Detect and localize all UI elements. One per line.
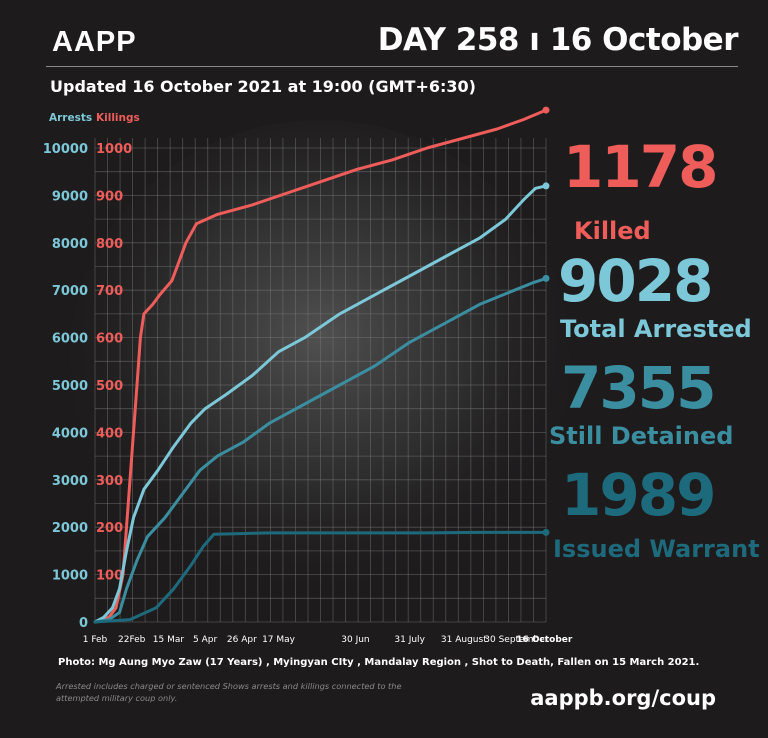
footnote: Arrested includes charged or sentenced S… — [56, 681, 402, 703]
photo-caption: Photo: Mg Aung Myo Zaw (17 Years) , Myin… — [58, 657, 700, 668]
y-tick-arrests: 4000 — [52, 426, 88, 441]
stat-arrested-label: Total Arrested — [560, 315, 752, 343]
y-tick-killings: 1000 — [96, 142, 132, 157]
brand-logo: AAPP — [52, 26, 137, 58]
x-tick-label: 22Feb — [118, 635, 146, 645]
stat-killed-label: Killed — [574, 217, 651, 245]
x-tick-label: 31 July — [394, 635, 425, 645]
series-line-killings — [93, 108, 548, 624]
chart-axes: 0 1000 2000 3000 4000 5000 6000 7000 8000 9000 100… — [43, 142, 573, 645]
x-tick-label: 1 Feb — [83, 635, 108, 645]
x-tick-label: 26 Apr — [227, 635, 257, 645]
y-tick-killings: 700 — [96, 284, 123, 299]
y-tick-killings: 900 — [96, 189, 123, 204]
series-endpoint-total-arrested — [542, 182, 550, 190]
stat-detained-label: Still Detained — [549, 422, 734, 450]
updated-timestamp: Updated 16 October 2021 at 19:00 (GMT+6:… — [50, 77, 476, 96]
legend-killings: Killings — [96, 112, 140, 124]
y-tick-killings: 100 — [96, 569, 123, 584]
stat-killed-value: 1178 — [563, 133, 718, 201]
y-tick-arrests: 10000 — [43, 142, 88, 157]
y-tick-arrests: 9000 — [52, 189, 88, 204]
y-tick-killings: 200 — [96, 521, 123, 536]
x-tick-label: 31 August — [441, 635, 487, 645]
stat-warrant-value: 1989 — [561, 461, 716, 529]
y-tick-arrests: 6000 — [52, 332, 88, 347]
y-tick-killings: 800 — [96, 237, 123, 252]
y-tick-arrests: 2000 — [52, 521, 88, 536]
day-title: DAY 258 ı 16 October — [377, 22, 739, 58]
series-endpoint-issued-warrant — [542, 528, 550, 536]
y-tick-killings: 400 — [96, 426, 123, 441]
chart-series — [93, 106, 550, 624]
x-tick-label: 30 September — [484, 635, 548, 645]
x-tick-label: 30 Jun — [341, 635, 369, 645]
y-tick-arrests: 0 — [79, 616, 88, 631]
y-tick-arrests: 1000 — [52, 569, 88, 584]
y-tick-arrests: 8000 — [52, 237, 88, 252]
series-endpoint-killings — [542, 106, 550, 114]
series-line-total-arrested — [93, 184, 548, 624]
stat-warrant-label: Issued Warrant — [553, 535, 760, 563]
y-tick-killings: 500 — [96, 379, 123, 394]
x-tick-label: 15 Mar — [153, 635, 185, 645]
stat-arrested-value: 9028 — [558, 247, 713, 315]
y-tick-arrests: 3000 — [52, 474, 88, 489]
series-line-issued-warrant — [93, 530, 548, 624]
y-tick-killings: 300 — [96, 474, 123, 489]
y-tick-killings: 600 — [96, 332, 123, 347]
legend-arrests: Arrests — [49, 112, 93, 124]
x-tick-label: 5 Apr — [193, 635, 217, 645]
y-tick-arrests: 7000 — [52, 284, 88, 299]
y-tick-arrests: 5000 — [52, 379, 88, 394]
header-divider — [46, 66, 738, 67]
series-endpoint-still-detained — [542, 274, 550, 282]
x-tick-label: 17 May — [262, 635, 296, 645]
source-url: aappb.org/coup — [530, 686, 716, 710]
x-tick-label: 16 October — [516, 635, 573, 645]
series-line-still-detained — [93, 276, 548, 624]
stat-detained-value: 7355 — [561, 354, 716, 422]
